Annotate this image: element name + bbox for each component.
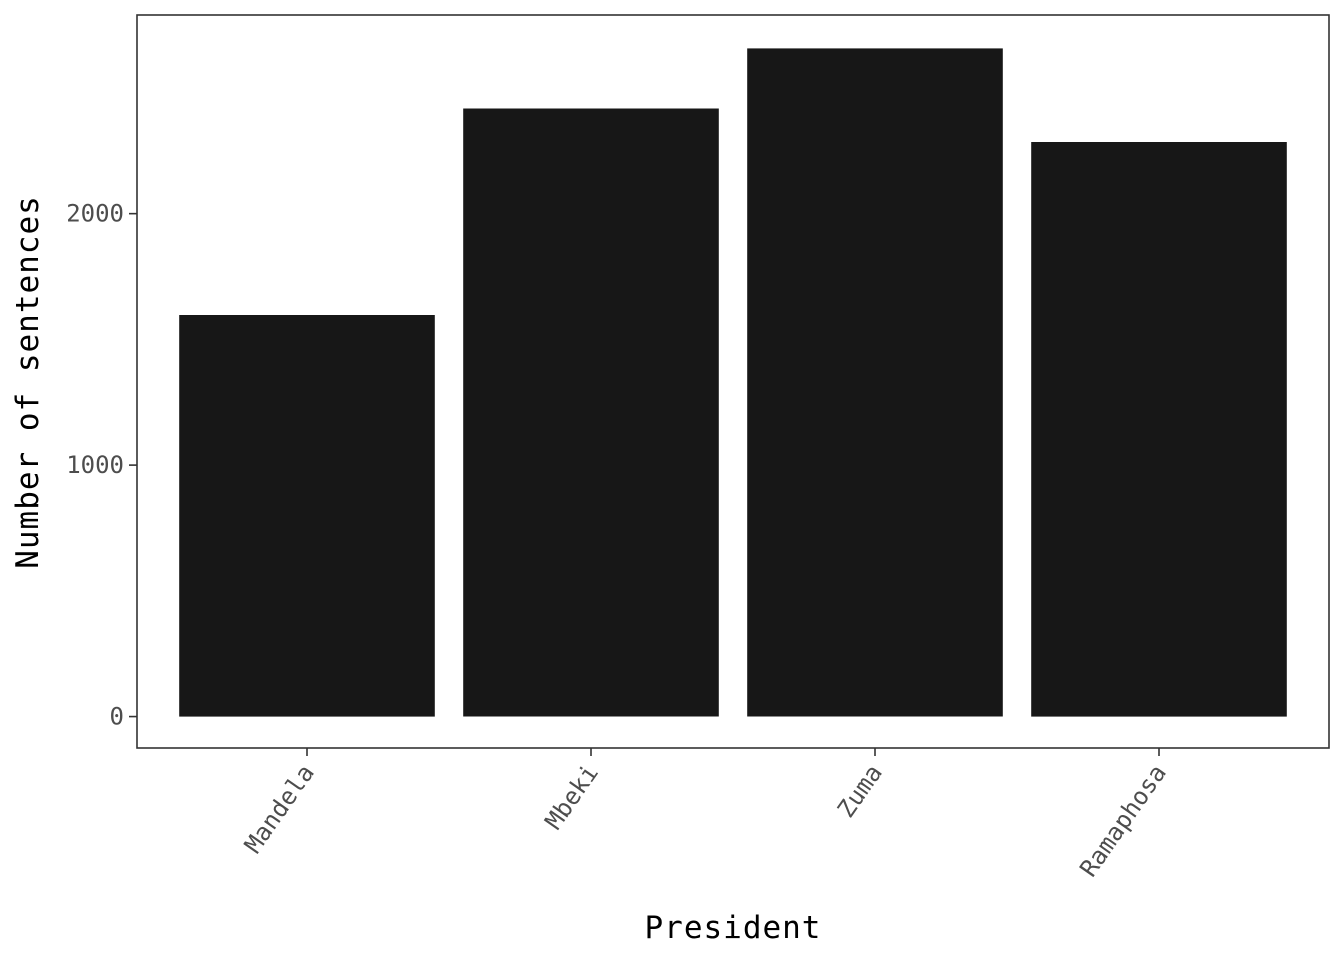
bar-mbeki [463, 108, 719, 717]
x-axis-ticks: Mandela Mbeki Zuma Ramaphosa [239, 748, 1172, 882]
y-axis-title: Number of sentences [10, 195, 46, 569]
y-axis-ticks: 0 1000 2000 [66, 200, 137, 731]
x-tick-label: Mbeki [540, 759, 604, 834]
bar-ramaphosa [1031, 142, 1287, 717]
x-tick-label: Zuma [832, 759, 888, 822]
y-tick-label: 1000 [66, 451, 124, 479]
bar-mandela [179, 315, 435, 717]
y-tick-label: 0 [110, 703, 124, 731]
y-tick-label: 2000 [66, 200, 124, 228]
x-tick-label: Mandela [239, 759, 320, 858]
bars-group [179, 48, 1287, 717]
plot-frame [136, 14, 1330, 749]
x-tick-label: Ramaphosa [1074, 759, 1172, 882]
x-axis-title: President [645, 910, 822, 946]
bar-zuma [747, 48, 1003, 717]
